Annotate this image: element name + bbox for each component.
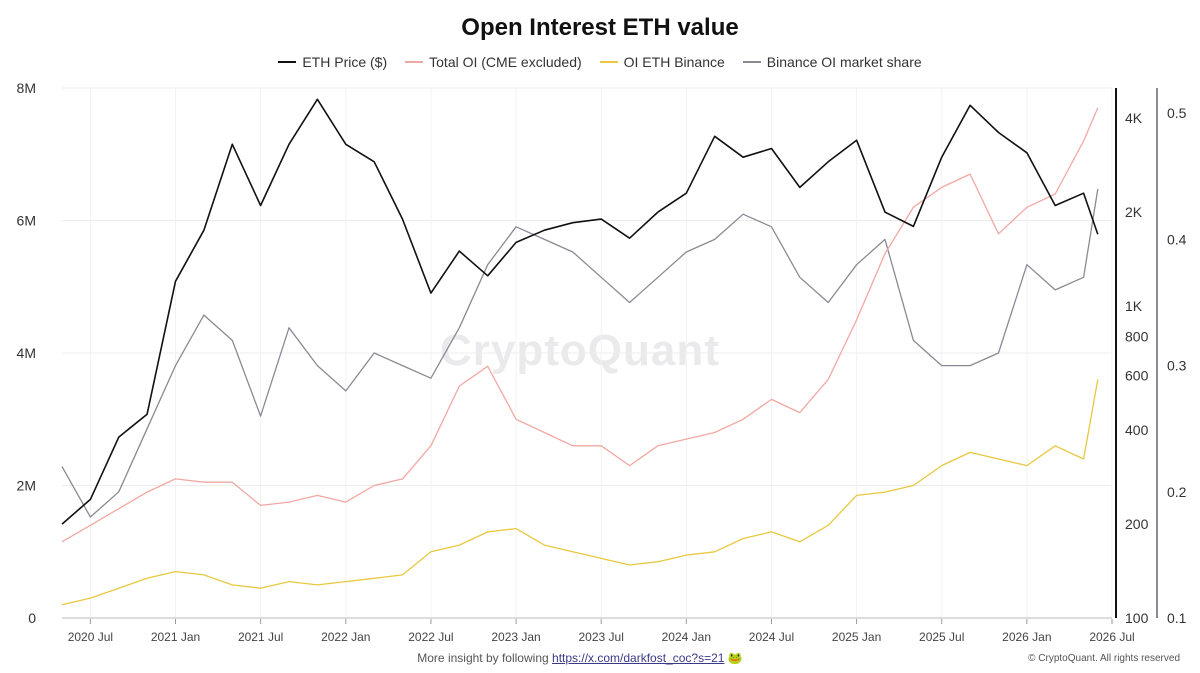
x-axis-tick-label: 2021 Jul [238, 630, 283, 644]
right-axis-share-tick-label: 0.3 [1167, 358, 1187, 374]
frog-icon: 🐸 [727, 651, 743, 665]
legend-swatch-total-oi [405, 61, 424, 63]
x-axis-tick-label: 2024 Jan [662, 630, 711, 644]
x-axis-tick-label: 2023 Jul [579, 630, 624, 644]
x-axis-tick-label: 2022 Jul [408, 630, 453, 644]
legend-item-total-oi[interactable]: Total OI (CME excluded) [405, 54, 582, 70]
left-axis-tick-label: 4M [17, 345, 36, 361]
right-axis-price-tick-label: 200 [1125, 516, 1149, 532]
series-line-oi-binance [61, 379, 1099, 606]
left-axis-tick-label: 6M [17, 213, 36, 229]
right-axis-price-tick-label: 600 [1125, 367, 1149, 383]
legend-swatch-binance-share [742, 61, 761, 63]
right-axis-share-tick-label: 0.1 [1167, 610, 1187, 626]
legend-item-eth-price[interactable]: ETH Price ($) [278, 54, 387, 70]
chart-title: Open Interest ETH value [461, 14, 739, 41]
x-axis-tick-label: 2025 Jul [919, 630, 964, 644]
right-axis-price-tick-label: 100 [1125, 610, 1149, 626]
x-axis-tick-label: 2025 Jan [832, 630, 881, 644]
legend-item-binance-share[interactable]: Binance OI market share [742, 54, 922, 70]
legend-swatch-oi-binance [599, 61, 618, 63]
x-axis-tick-label: 2024 Jul [749, 630, 794, 644]
footer-link[interactable]: https://x.com/darkfost_coc?s=21 [552, 651, 725, 665]
x-axis-tick-label: 2020 Jul [68, 630, 113, 644]
right-axis-share-tick-label: 0.4 [1167, 231, 1187, 247]
footer-text: More insight by following [417, 651, 549, 665]
series-line-eth-price [61, 98, 1099, 525]
right-axis-price-tick-label: 2K [1125, 204, 1143, 220]
legend-label-eth-price: ETH Price ($) [302, 54, 388, 70]
legend-label-total-oi: Total OI (CME excluded) [429, 54, 582, 70]
x-axis-tick-label: 2022 Jan [321, 630, 370, 644]
x-axis-tick-label: 2026 Jan [1002, 630, 1051, 644]
series-line-total-oi [61, 107, 1099, 543]
left-axis-tick-label: 0 [28, 610, 36, 626]
left-axis-tick-label: 8M [17, 80, 36, 96]
copyright: © CryptoQuant. All rights reserved [1028, 653, 1180, 664]
right-axis-share-tick-label: 0.5 [1167, 105, 1187, 121]
right-axis-price-tick-label: 1K [1125, 298, 1143, 314]
legend-item-oi-binance[interactable]: OI ETH Binance [599, 54, 725, 70]
right-axis-share-tick-label: 0.2 [1167, 484, 1187, 500]
legend-label-binance-share: Binance OI market share [766, 54, 922, 70]
legend-label-oi-binance: OI ETH Binance [623, 54, 725, 70]
x-axis-tick-label: 2026 Jul [1089, 630, 1134, 644]
right-axis-price-tick-label: 400 [1125, 422, 1149, 438]
left-axis-tick-label: 2M [17, 478, 36, 494]
right-axis-price-tick-label: 4K [1125, 110, 1143, 126]
x-axis-tick-label: 2021 Jan [151, 630, 200, 644]
right-axis-price-tick-label: 800 [1125, 328, 1149, 344]
series-line-binance-share [61, 188, 1099, 518]
legend-swatch-eth-price [278, 61, 297, 63]
chart-legend: ETH Price ($) Total OI (CME excluded) OI… [0, 54, 1200, 70]
x-axis-tick-label: 2023 Jan [491, 630, 540, 644]
footer-note: More insight by following https://x.com/… [0, 651, 1160, 665]
